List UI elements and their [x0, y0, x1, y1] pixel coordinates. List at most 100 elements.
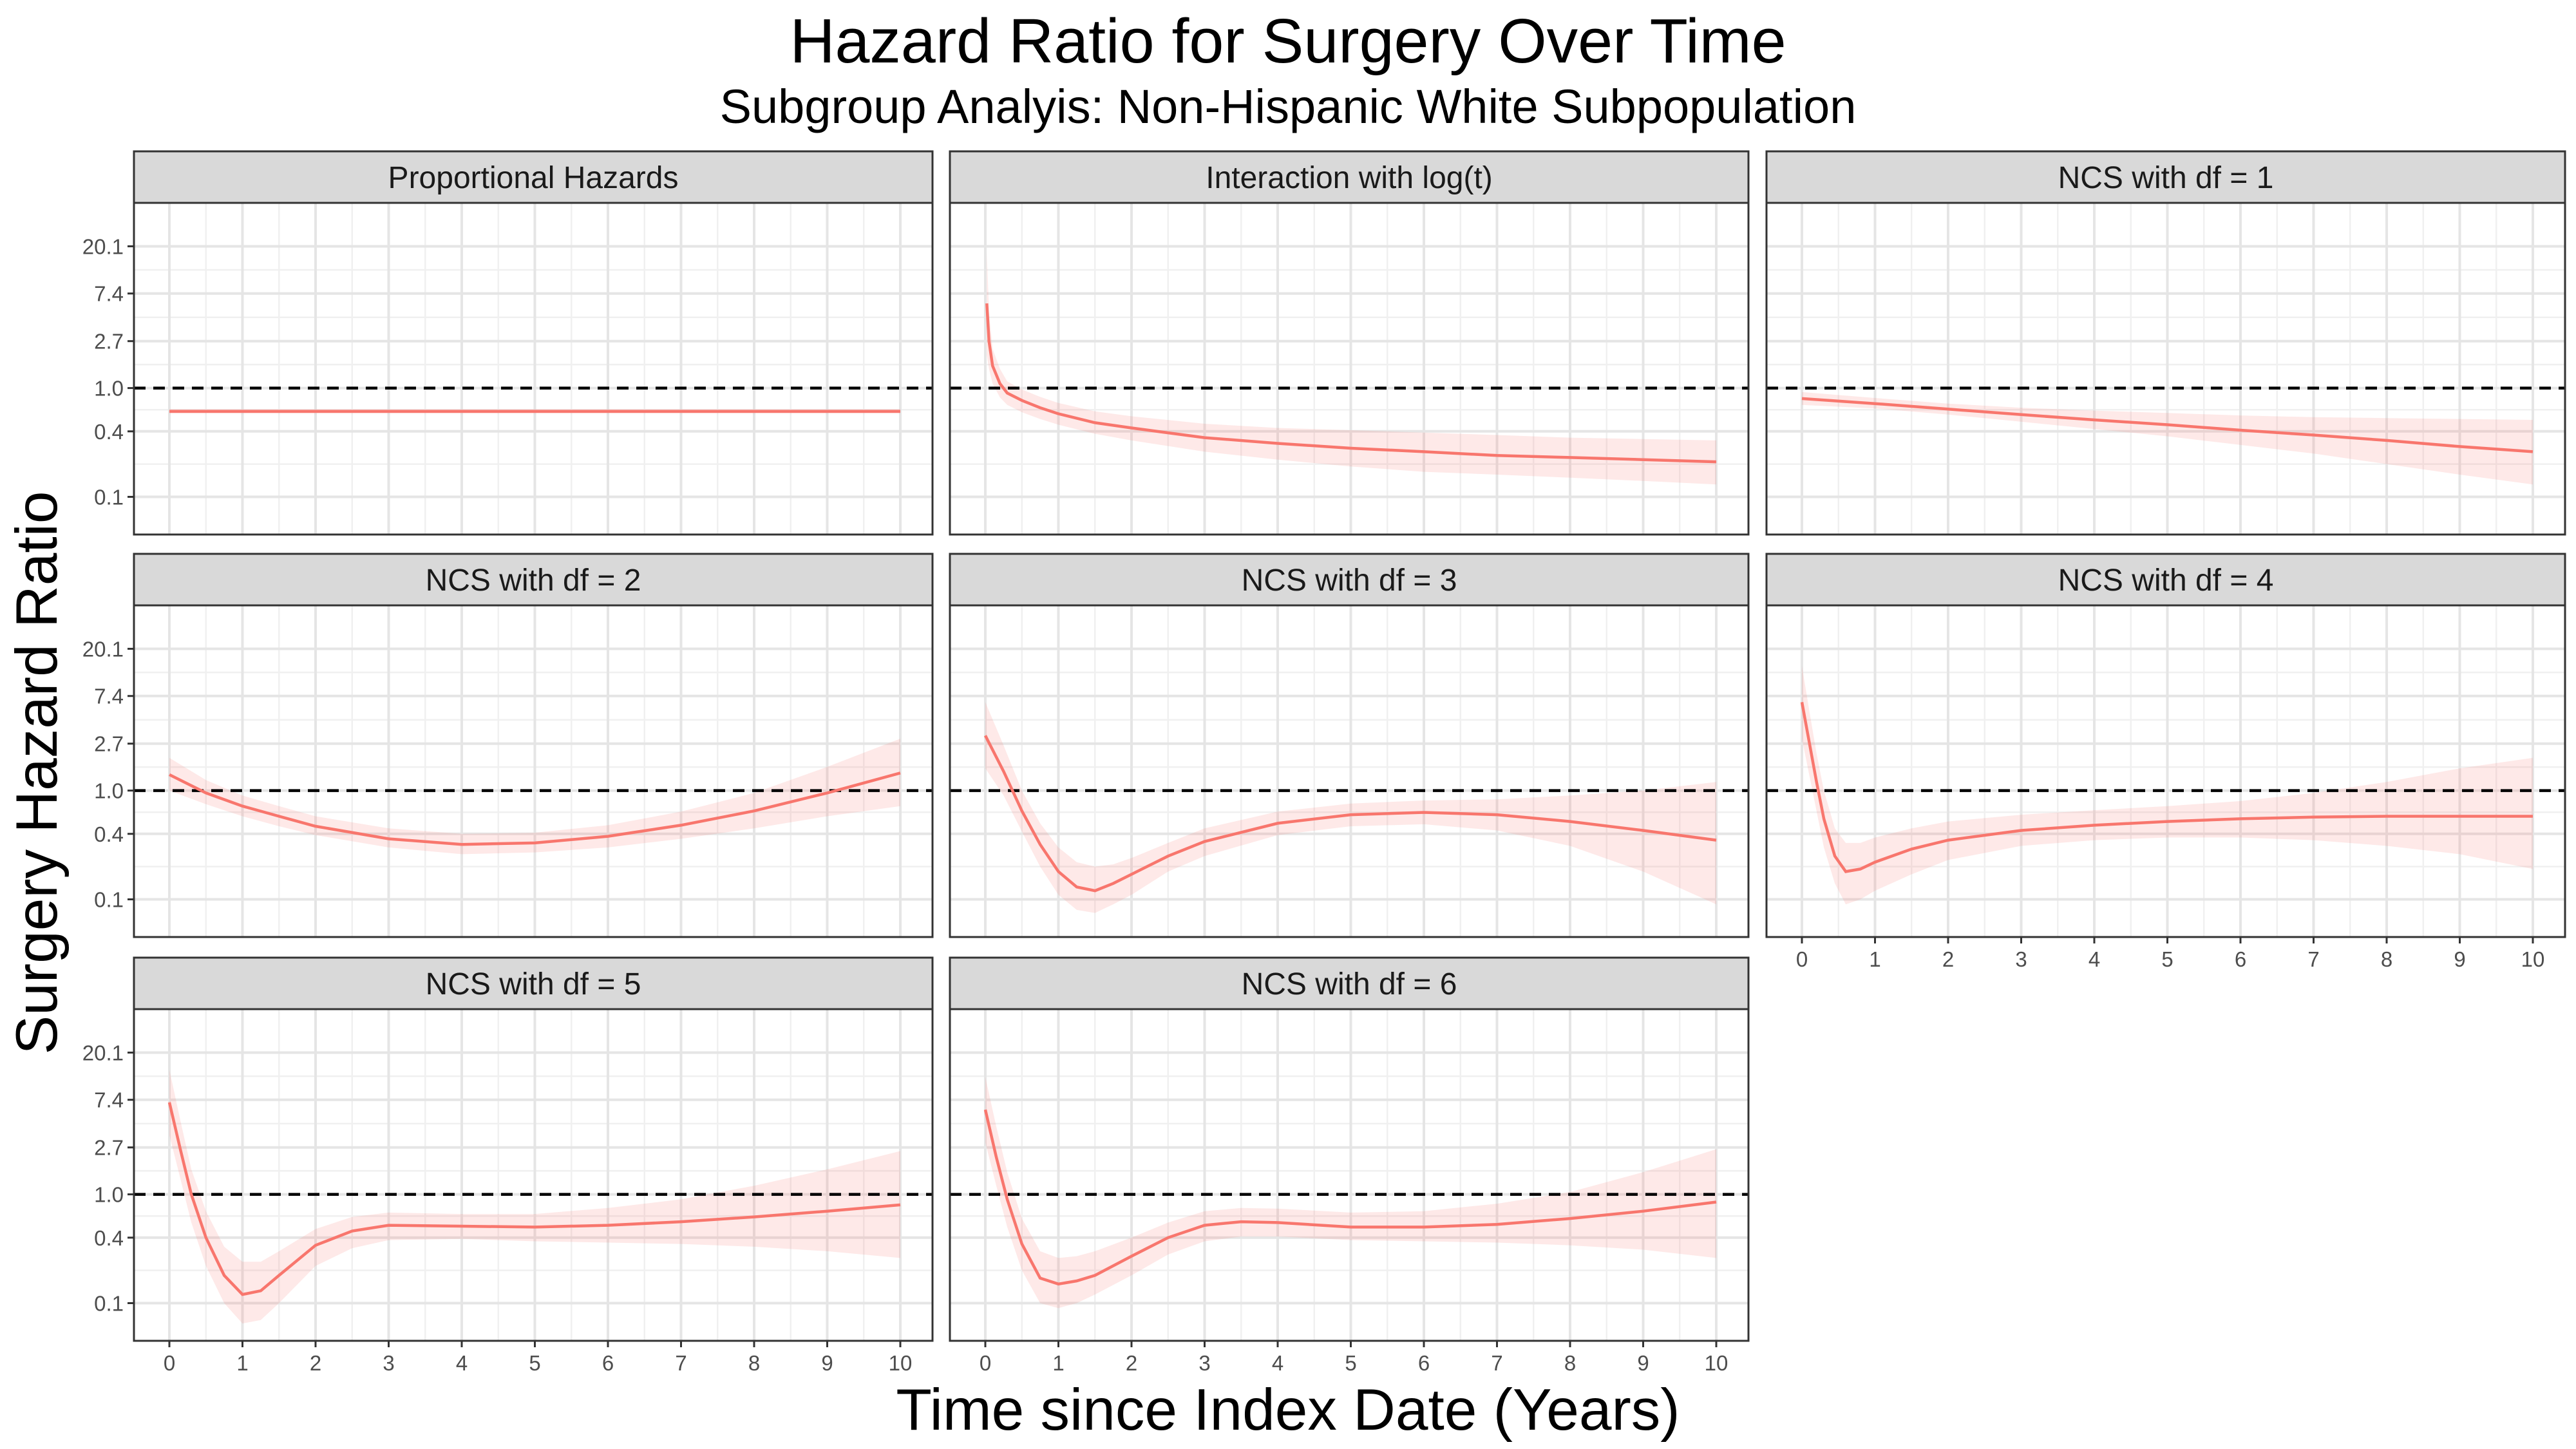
- y-tick-label: 1.0: [94, 779, 124, 803]
- panel-border: [949, 1008, 1750, 1342]
- hazard-ratio-curve: [1801, 397, 2533, 453]
- y-tick-label: 2.7: [94, 330, 124, 354]
- facet-panel: Interaction with log(t): [949, 150, 1750, 536]
- confidence-band: [169, 1070, 900, 1324]
- chart-subtitle: Subgroup Analyis: Non-Hispanic White Sub…: [719, 80, 1857, 133]
- x-tick-label: 10: [889, 1351, 913, 1375]
- x-tick-label: 0: [980, 1351, 991, 1375]
- facet-panel: NCS with df = 4 0 1 2 3 4 5 6 7 8 9 10: [1765, 553, 2566, 971]
- confidence-band: [169, 739, 900, 855]
- panel-border: [1765, 202, 2566, 536]
- y-tick-label: 0.4: [94, 420, 124, 444]
- facet-panel: NCS with df = 2 0.1 0.4 1.0 2.7 7.4 20.1: [82, 553, 934, 938]
- x-tick-label: 4: [1272, 1351, 1283, 1375]
- y-tick-label: 7.4: [94, 282, 124, 306]
- x-tick-label: 9: [821, 1351, 833, 1375]
- hazard-ratio-curve: [985, 303, 1717, 464]
- facet-strip: [949, 150, 1750, 204]
- confidence-band: [987, 251, 1716, 485]
- y-tick-label: 20.1: [82, 234, 124, 258]
- hazard-ratio-curve: [167, 1102, 901, 1296]
- hazard-ratio-curve: [983, 1109, 1717, 1286]
- x-axis-title: Time since Index Date (Years): [896, 1378, 1680, 1443]
- facet-panel: NCS with df = 6 0 1 2 3 4 5 6 7 8 9 10: [949, 956, 1750, 1375]
- x-tick-label: 2: [310, 1351, 321, 1375]
- y-tick-label: 0.4: [94, 822, 124, 846]
- x-tick-label: 7: [675, 1351, 687, 1375]
- y-tick-label: 2.7: [94, 1136, 124, 1160]
- chart-title: Hazard Ratio for Surgery Over Time: [790, 6, 1786, 76]
- x-tick-label: 2: [1126, 1351, 1137, 1375]
- facet-panel: NCS with df = 1: [1765, 150, 2566, 536]
- facet-strip: [1765, 150, 2566, 204]
- y-tick-label: 7.4: [94, 685, 124, 708]
- x-tick-label: 3: [383, 1351, 394, 1375]
- facet-strip-label: NCS with df = 2: [426, 564, 641, 598]
- x-tick-label: 3: [2015, 947, 2027, 971]
- y-tick-label: 0.1: [94, 1292, 124, 1316]
- y-tick-label: 0.1: [94, 486, 124, 509]
- facet-strip-label: NCS with df = 6: [1242, 967, 1457, 1001]
- x-tick-label: 8: [1564, 1351, 1576, 1375]
- y-tick-label: 0.4: [94, 1226, 124, 1250]
- confidence-band: [985, 702, 1716, 913]
- y-tick-label: 7.4: [94, 1088, 124, 1112]
- facet-strip-label: NCS with df = 4: [2058, 564, 2274, 598]
- x-tick-label: 10: [2521, 947, 2545, 971]
- facet-strip-label: Interaction with log(t): [1206, 161, 1493, 195]
- x-tick-label: 5: [1345, 1351, 1356, 1375]
- confidence-band: [985, 1077, 1716, 1309]
- x-tick-label: 6: [2235, 947, 2246, 971]
- facet-strip-label: NCS with df = 3: [1242, 564, 1457, 598]
- hazard-ratio-curve: [983, 735, 1717, 893]
- x-tick-label: 1: [1869, 947, 1880, 971]
- y-tick-label: 2.7: [94, 732, 124, 756]
- facet-strip-label: NCS with df = 1: [2058, 161, 2274, 195]
- panel-border: [133, 202, 934, 536]
- facet-panel: Proportional Hazards 0.1 0.4 1.0 2.7 7.4 20.1: [82, 150, 934, 536]
- facet-strip: [949, 553, 1750, 607]
- x-tick-label: 6: [602, 1351, 614, 1375]
- panel-border: [133, 1008, 934, 1342]
- x-tick-label: 3: [1198, 1351, 1210, 1375]
- facet-strip: [133, 956, 934, 1010]
- x-tick-label: 6: [1418, 1351, 1430, 1375]
- panel-border: [1765, 604, 2566, 938]
- y-tick-label: 0.1: [94, 888, 124, 912]
- x-tick-label: 5: [529, 1351, 540, 1375]
- confidence-band: [1802, 666, 2533, 905]
- hazard-ratio-curve: [168, 772, 901, 846]
- facet-panel: NCS with df = 3: [949, 553, 1750, 938]
- confidence-band: [1802, 392, 2533, 485]
- y-tick-label: 20.1: [82, 1041, 124, 1065]
- x-tick-label: 1: [1052, 1351, 1064, 1375]
- x-tick-label: 7: [2307, 947, 2319, 971]
- x-tick-label: 10: [1705, 1351, 1728, 1375]
- panel-border: [949, 202, 1750, 536]
- x-tick-label: 9: [1637, 1351, 1649, 1375]
- x-tick-label: 0: [164, 1351, 175, 1375]
- panel-border: [133, 604, 934, 938]
- facet-strip: [133, 150, 934, 204]
- panel-border: [949, 604, 1750, 938]
- y-tick-label: 1.0: [94, 377, 124, 401]
- hazard-ratio-curve: [1800, 701, 2533, 873]
- facet-strip-label: NCS with df = 5: [426, 967, 641, 1001]
- x-tick-label: 2: [1942, 947, 1954, 971]
- x-tick-label: 9: [2454, 947, 2465, 971]
- facet-strip-label: Proportional Hazards: [388, 161, 679, 195]
- x-tick-label: 1: [236, 1351, 248, 1375]
- facet-strip: [1765, 553, 2566, 607]
- x-tick-label: 8: [748, 1351, 760, 1375]
- facet-strip: [133, 553, 934, 607]
- x-tick-label: 0: [1796, 947, 1808, 971]
- x-tick-label: 7: [1491, 1351, 1502, 1375]
- x-tick-label: 4: [456, 1351, 468, 1375]
- x-tick-label: 5: [2161, 947, 2173, 971]
- x-tick-label: 8: [2381, 947, 2392, 971]
- facet-panel: NCS with df = 5 0.1 0.4 1.0 2.7 7.4 20.1 0 1 2 3 4 5…: [82, 956, 934, 1375]
- y-tick-label: 20.1: [82, 637, 124, 661]
- x-tick-label: 4: [2088, 947, 2100, 971]
- y-tick-label: 1.0: [94, 1183, 124, 1207]
